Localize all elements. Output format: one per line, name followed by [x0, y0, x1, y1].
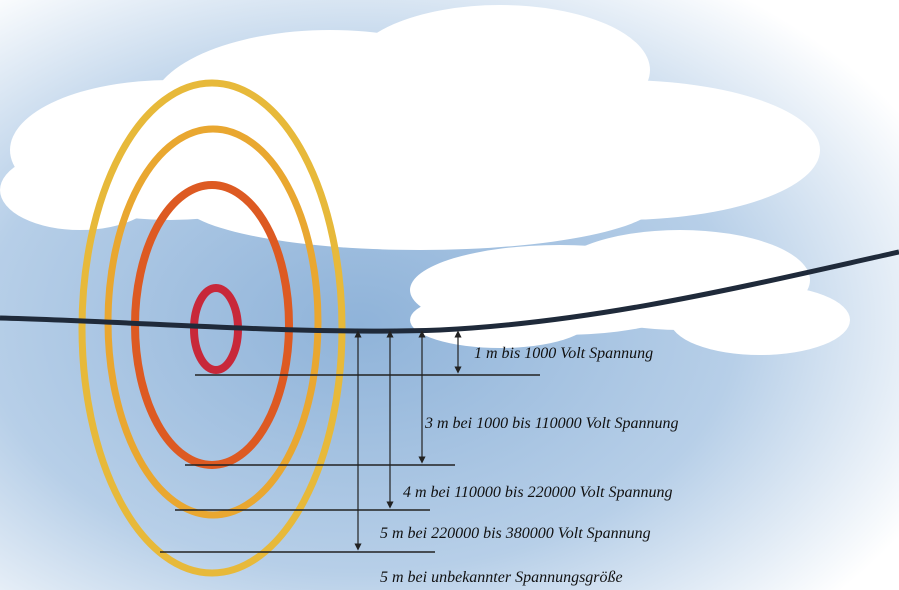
label: 5 m bei 220000 bis 380000 Volt Spannung [380, 525, 651, 542]
page: 1 m bis 1000 Volt Spannung 3 m bei 1000 … [0, 0, 899, 590]
label: 1 m bis 1000 Volt Spannung [474, 345, 653, 362]
label: 5 m bei unbekannter Spannungsgröße [380, 569, 623, 586]
label: 4 m bei 110000 bis 220000 Volt Spannung [403, 484, 672, 501]
illustration: 1 m bis 1000 Volt Spannung 3 m bei 1000 … [0, 0, 899, 590]
label: 3 m bei 1000 bis 110000 Volt Spannung [424, 415, 678, 432]
